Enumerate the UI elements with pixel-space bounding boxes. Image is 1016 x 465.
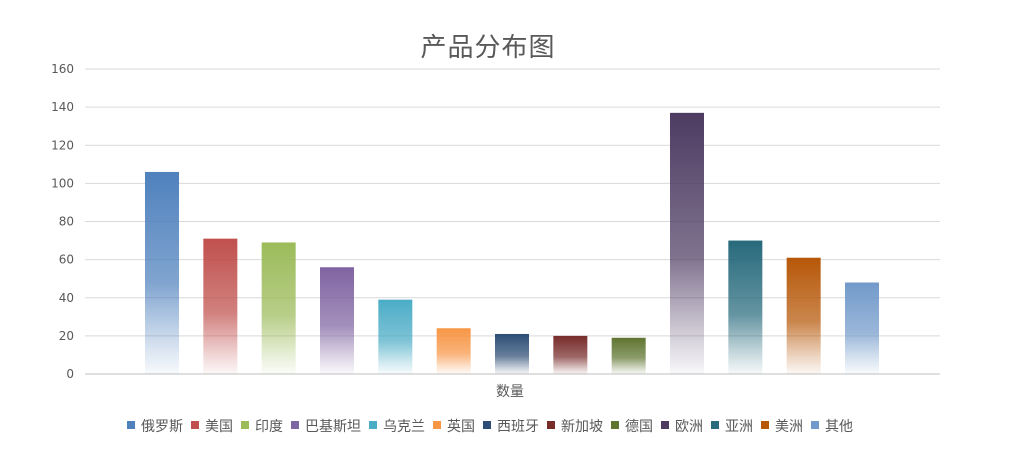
legend-item: 美国 [191,419,233,435]
legend-swatch [547,421,555,429]
bar-10 [670,112,704,374]
legend-swatch [127,421,135,429]
legend-swatch [761,421,769,429]
x-axis-label: 数量 [496,384,524,400]
legend-swatch [291,421,299,429]
bar-7 [495,333,529,374]
legend-swatch [483,421,491,429]
legend-label: 德国 [625,419,653,435]
legend-label: 美国 [205,419,233,435]
bar-12 [786,257,821,374]
legend: 俄罗斯 美国 印度 巴基斯坦 乌克兰 英国 西班牙 新加坡 德国 欧洲 亚洲 美洲 其他 [127,418,853,435]
legend-item: 巴基斯坦 [291,418,361,435]
legend-label: 美洲 [775,419,803,435]
bar-11 [728,240,763,374]
legend-swatch [191,421,199,429]
y-tick-label: 40 [59,291,74,305]
legend-item: 德国 [611,419,653,435]
legend-swatch [661,421,669,429]
bars [145,112,879,374]
legend-label: 乌克兰 [383,419,425,435]
legend-item: 印度 [241,419,283,435]
legend-swatch [369,421,377,429]
legend-swatch [611,421,619,429]
legend-label: 欧洲 [675,419,703,435]
y-tick-label: 20 [59,329,74,343]
legend-label: 英国 [447,418,475,435]
y-tick-label: 100 [51,176,74,190]
bar-9 [611,337,646,374]
legend-item: 美洲 [761,419,803,435]
legend-label: 其他 [825,419,853,435]
bar-6 [436,328,471,374]
legend-item: 俄罗斯 [127,419,183,435]
y-tick-label: 120 [51,138,74,152]
y-tick-label: 140 [51,100,74,114]
legend-item: 乌克兰 [369,419,425,435]
legend-label: 巴基斯坦 [305,418,361,435]
y-tick-label: 160 [51,62,74,76]
bar-13 [845,282,879,374]
legend-item: 英国 [433,418,475,435]
legend-swatch [811,421,819,429]
chart-title: 产品分布图 [420,33,555,63]
legend-label: 俄罗斯 [141,419,183,435]
legend-item: 其他 [811,419,853,435]
bar-1 [145,171,179,374]
legend-label: 印度 [255,419,283,435]
legend-item: 西班牙 [483,419,539,435]
y-tick-label: 60 [59,253,74,267]
legend-swatch [241,421,249,429]
legend-item: 欧洲 [661,419,703,435]
y-tick-label: 0 [66,367,74,381]
y-axis-ticks: 0 20 40 60 80 100 120 140 160 [51,62,74,381]
bar-4 [320,267,354,374]
bar-5 [378,299,413,374]
legend-swatch [433,421,441,429]
bar-2 [203,238,238,374]
y-tick-label: 80 [59,215,74,229]
legend-item: 新加坡 [547,419,603,435]
legend-item: 亚洲 [711,419,753,435]
legend-swatch [711,421,719,429]
legend-label: 新加坡 [561,419,603,435]
bar-3 [261,242,296,374]
legend-label: 西班牙 [497,419,539,435]
bar-8 [553,335,588,374]
legend-label: 亚洲 [725,419,753,435]
